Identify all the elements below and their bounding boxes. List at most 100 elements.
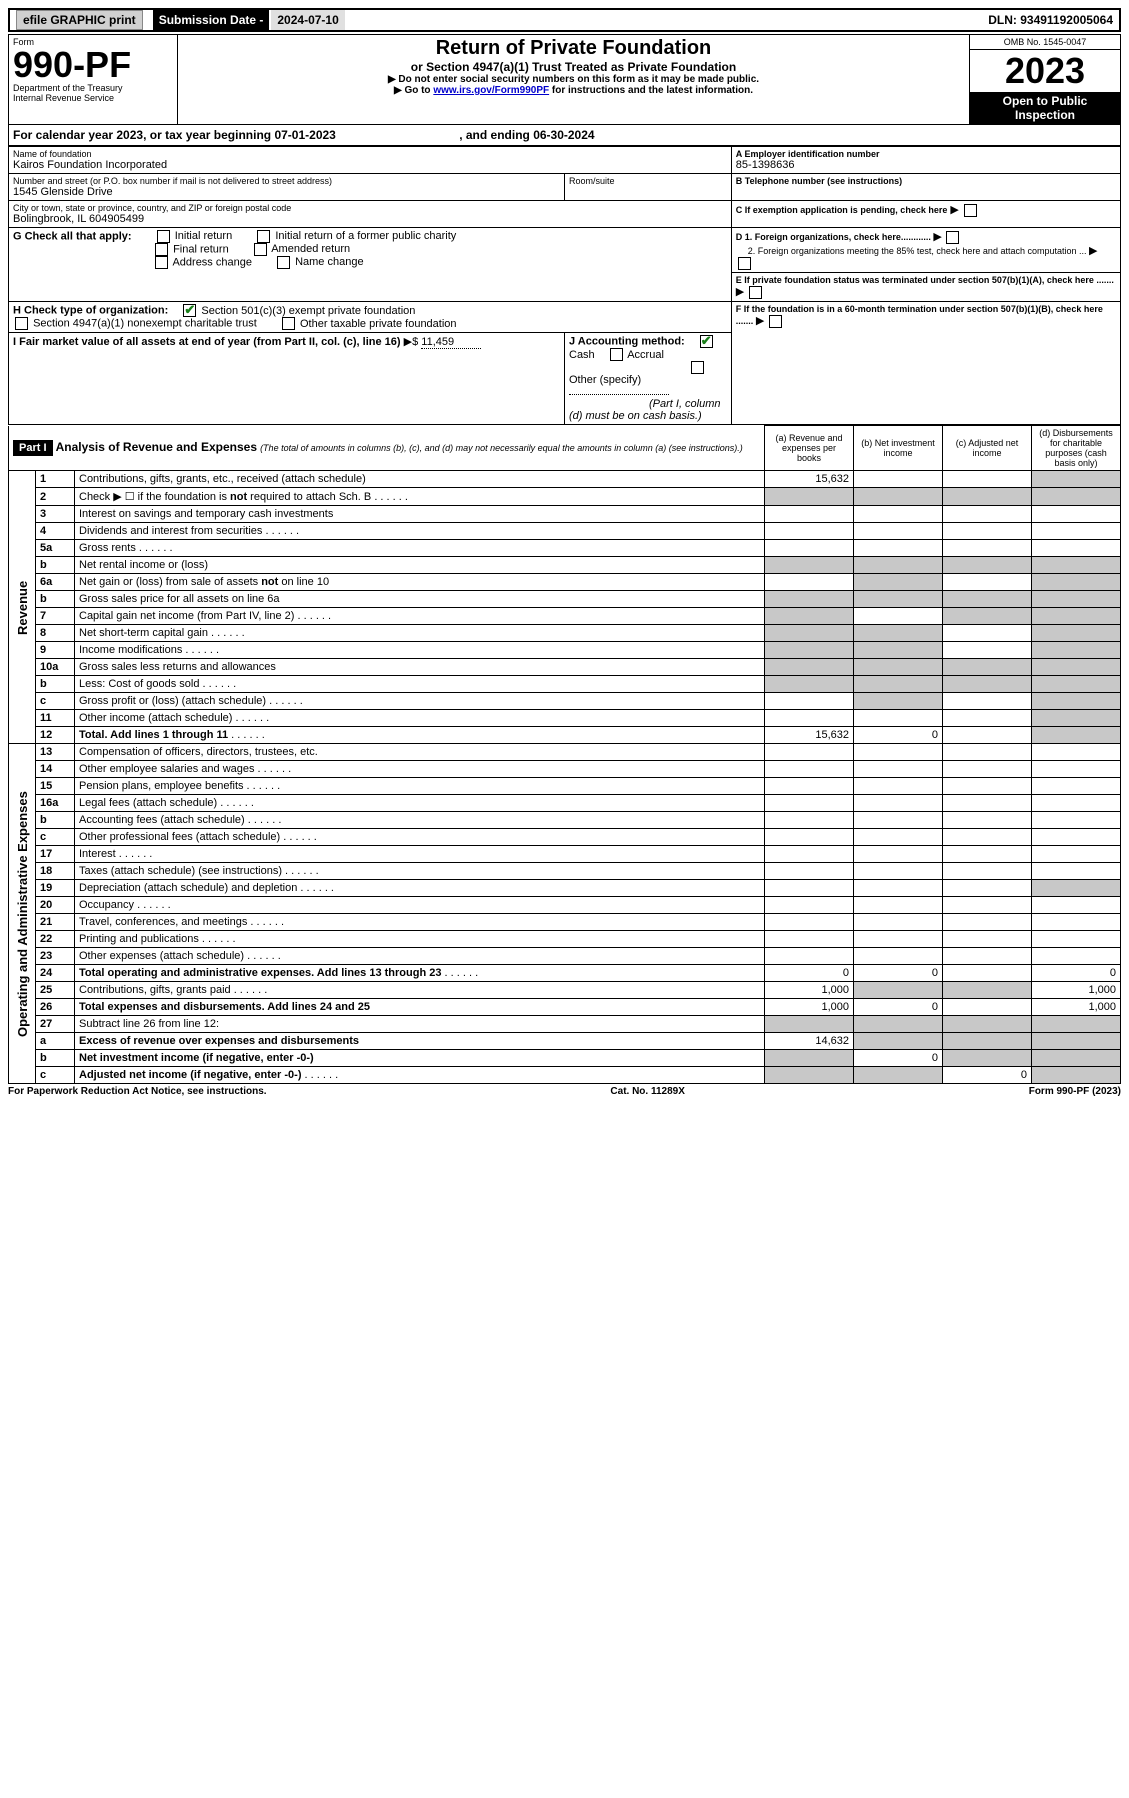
line-number: c xyxy=(36,693,75,710)
street-label: Number and street (or P.O. box number if… xyxy=(13,176,560,186)
g-initial-return[interactable] xyxy=(157,230,170,243)
line-description: Other expenses (attach schedule) . . . .… xyxy=(75,948,765,965)
amount-cell: 14,632 xyxy=(765,1033,854,1050)
table-row: bNet rental income or (loss) xyxy=(9,557,1121,574)
amount-cell xyxy=(1032,744,1121,761)
j-accrual-checkbox[interactable] xyxy=(610,348,623,361)
table-row: 22Printing and publications . . . . . . xyxy=(9,931,1121,948)
amount-cell xyxy=(1032,931,1121,948)
table-row: cGross profit or (loss) (attach schedule… xyxy=(9,693,1121,710)
g-amended-return[interactable] xyxy=(254,243,267,256)
amount-cell xyxy=(765,676,854,693)
footer-right: Form 990-PF (2023) xyxy=(1029,1086,1121,1097)
h-other-checkbox[interactable] xyxy=(282,317,295,330)
table-row: cAdjusted net income (if negative, enter… xyxy=(9,1067,1121,1084)
amount-cell xyxy=(943,1016,1032,1033)
c-checkbox[interactable] xyxy=(964,204,977,217)
table-row: 15Pension plans, employee benefits . . .… xyxy=(9,778,1121,795)
amount-cell xyxy=(943,659,1032,676)
line-description: Interest on savings and temporary cash i… xyxy=(75,506,765,523)
city-label: City or town, state or province, country… xyxy=(13,203,727,213)
amount-cell xyxy=(854,693,943,710)
d2-label: 2. Foreign organizations meeting the 85%… xyxy=(748,246,1087,256)
efile-print-button[interactable]: efile GRAPHIC print xyxy=(10,10,149,30)
amount-cell: 0 xyxy=(765,965,854,982)
amount-cell xyxy=(1032,540,1121,557)
footer-left: For Paperwork Reduction Act Notice, see … xyxy=(8,1086,267,1097)
amount-cell xyxy=(943,880,1032,897)
amount-cell xyxy=(765,1067,854,1084)
e-checkbox[interactable] xyxy=(749,286,762,299)
amount-cell xyxy=(765,1050,854,1067)
amount-cell xyxy=(854,506,943,523)
table-row: 11Other income (attach schedule) . . . .… xyxy=(9,710,1121,727)
amount-cell xyxy=(1032,761,1121,778)
line-description: Depreciation (attach schedule) and deple… xyxy=(75,880,765,897)
amount-cell xyxy=(1032,727,1121,744)
amount-cell xyxy=(765,880,854,897)
line-number: 20 xyxy=(36,897,75,914)
g-final-return[interactable] xyxy=(155,243,168,256)
j-cash-checkbox[interactable] xyxy=(700,335,713,348)
entity-block: Name of foundation Kairos Foundation Inc… xyxy=(8,146,1121,425)
footer-mid: Cat. No. 11289X xyxy=(610,1086,684,1097)
g-name-change[interactable] xyxy=(277,256,290,269)
line-number: b xyxy=(36,812,75,829)
amount-cell xyxy=(765,863,854,880)
amount-cell xyxy=(1032,846,1121,863)
amount-cell xyxy=(854,488,943,506)
part1-title: Analysis of Revenue and Expenses xyxy=(56,440,257,454)
amount-cell xyxy=(1032,863,1121,880)
table-row: bNet investment income (if negative, ent… xyxy=(9,1050,1121,1067)
amount-cell xyxy=(943,812,1032,829)
line-number: c xyxy=(36,829,75,846)
amount-cell xyxy=(943,1033,1032,1050)
amount-cell xyxy=(1032,693,1121,710)
form990pf-link[interactable]: www.irs.gov/Form990PF xyxy=(433,85,549,96)
amount-cell xyxy=(1032,1067,1121,1084)
e-label: E If private foundation status was termi… xyxy=(736,275,1114,285)
amount-cell xyxy=(943,829,1032,846)
amount-cell xyxy=(765,829,854,846)
h-4947-checkbox[interactable] xyxy=(15,317,28,330)
table-row: 10aGross sales less returns and allowanc… xyxy=(9,659,1121,676)
table-row: 20Occupancy . . . . . . xyxy=(9,897,1121,914)
phone-label: B Telephone number (see instructions) xyxy=(736,176,1116,186)
room-label: Room/suite xyxy=(569,176,727,186)
amount-cell xyxy=(765,710,854,727)
f-checkbox[interactable] xyxy=(769,315,782,328)
table-row: 16aLegal fees (attach schedule) . . . . … xyxy=(9,795,1121,812)
d2-checkbox[interactable] xyxy=(738,257,751,270)
amount-cell xyxy=(765,846,854,863)
g-address-change[interactable] xyxy=(155,256,168,269)
line-number: b xyxy=(36,591,75,608)
line-number: 16a xyxy=(36,795,75,812)
amount-cell xyxy=(1032,778,1121,795)
amount-cell: 1,000 xyxy=(1032,982,1121,999)
line-description: Excess of revenue over expenses and disb… xyxy=(75,1033,765,1050)
amount-cell xyxy=(765,778,854,795)
amount-cell xyxy=(765,948,854,965)
h-501c3-checkbox[interactable] xyxy=(183,304,196,317)
amount-cell xyxy=(1032,795,1121,812)
table-row: Operating and Administrative Expenses13C… xyxy=(9,744,1121,761)
amount-cell xyxy=(765,557,854,574)
dln: DLN: 93491192005064 xyxy=(982,10,1119,30)
amount-cell xyxy=(943,931,1032,948)
form-subtitle: or Section 4947(a)(1) Trust Treated as P… xyxy=(182,60,965,74)
amount-cell xyxy=(943,591,1032,608)
d1-checkbox[interactable] xyxy=(946,231,959,244)
line-description: Total. Add lines 1 through 11 . . . . . … xyxy=(75,727,765,744)
line-number: 6a xyxy=(36,574,75,591)
amount-cell xyxy=(943,523,1032,540)
amount-cell xyxy=(1032,659,1121,676)
amount-cell xyxy=(854,795,943,812)
g-initial-former[interactable] xyxy=(257,230,270,243)
amount-cell xyxy=(1032,625,1121,642)
amount-cell xyxy=(765,659,854,676)
j-other-checkbox[interactable] xyxy=(691,361,704,374)
amount-cell xyxy=(765,642,854,659)
form-header: Form 990-PF Department of the Treasury I… xyxy=(8,34,1121,125)
amount-cell xyxy=(854,710,943,727)
table-row: 3Interest on savings and temporary cash … xyxy=(9,506,1121,523)
